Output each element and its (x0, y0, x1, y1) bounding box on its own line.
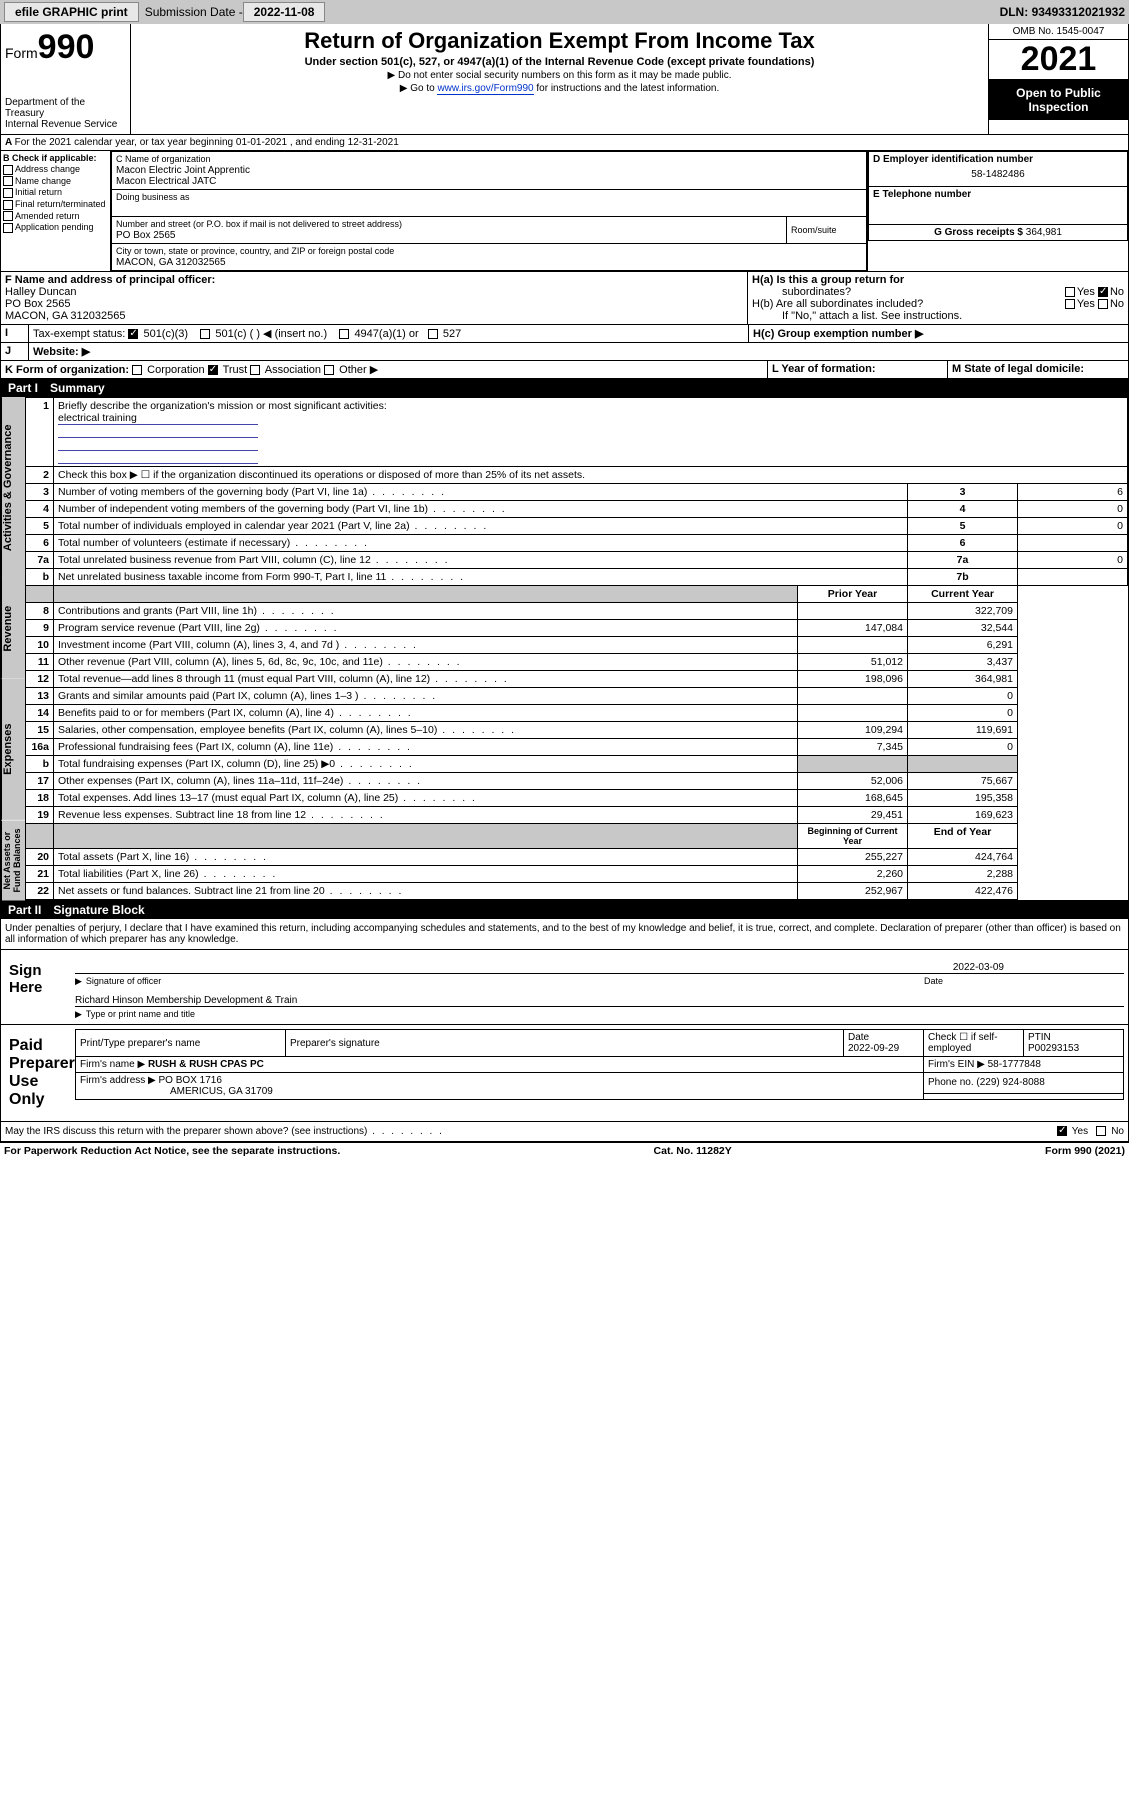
form-subtitle: Under section 501(c), 527, or 4947(a)(1)… (135, 56, 984, 68)
paid-preparer: Paid Preparer Use Only Print/Type prepar… (0, 1025, 1129, 1122)
dept-treasury: Department of the Treasury (5, 97, 126, 119)
section-a: A For the 2021 calendar year, or tax yea… (0, 135, 1129, 151)
section-klm: K Form of organization: Corporation Trus… (0, 361, 1129, 379)
section-c: C Name of organizationMacon Electric Joi… (111, 151, 867, 271)
form-title: Return of Organization Exempt From Incom… (135, 28, 984, 54)
section-deg: D Employer identification number58-14824… (868, 151, 1128, 241)
footer: For Paperwork Reduction Act Notice, see … (0, 1142, 1129, 1159)
open-inspection: Open to PublicInspection (989, 80, 1128, 120)
irs-label: Internal Revenue Service (5, 119, 126, 130)
part2-header: Part IISignature Block (0, 901, 1129, 919)
part1-header: Part ISummary (0, 379, 1129, 397)
band-activities: Activities & Governance (1, 397, 25, 578)
irs-link[interactable]: www.irs.gov/Form990 (437, 83, 533, 95)
section-b: B Check if applicable: Address change Na… (1, 151, 111, 271)
may-discuss: May the IRS discuss this return with the… (0, 1122, 1129, 1142)
efile-print-button[interactable]: efile GRAPHIC print (4, 2, 139, 22)
omb-number: OMB No. 1545-0047 (989, 24, 1128, 40)
summary-table: 1Briefly describe the organization's mis… (25, 397, 1128, 900)
top-bar: efile GRAPHIC print Submission Date - 20… (0, 0, 1129, 24)
section-bcde: B Check if applicable: Address change Na… (0, 151, 1129, 272)
submission-date-button[interactable]: 2022-11-08 (243, 2, 326, 22)
band-revenue: Revenue (1, 578, 25, 679)
sign-here: Sign Here 2022-03-09 Signature of office… (0, 950, 1129, 1025)
form-header: Form990 Department of the Treasury Inter… (0, 24, 1129, 135)
section-fh: F Name and address of principal officer:… (0, 272, 1129, 325)
penalties-text: Under penalties of perjury, I declare th… (0, 919, 1129, 950)
tax-year: 2021 (989, 40, 1128, 80)
section-j: J Website: ▶ (0, 343, 1129, 361)
band-netassets: Net Assets or Fund Balances (1, 820, 25, 900)
dln: DLN: 93493312021932 (1000, 5, 1125, 19)
section-i: I Tax-exempt status: 501(c)(3) 501(c) ( … (0, 325, 1129, 343)
submission-date-label: Submission Date - (145, 5, 243, 19)
part1-body: Activities & Governance Revenue Expenses… (0, 397, 1129, 901)
goto-note: ▶ Go to www.irs.gov/Form990 for instruct… (135, 83, 984, 94)
ssn-note: ▶ Do not enter social security numbers o… (135, 70, 984, 81)
form-number: Form990 (5, 28, 126, 67)
band-expenses: Expenses (1, 679, 25, 820)
